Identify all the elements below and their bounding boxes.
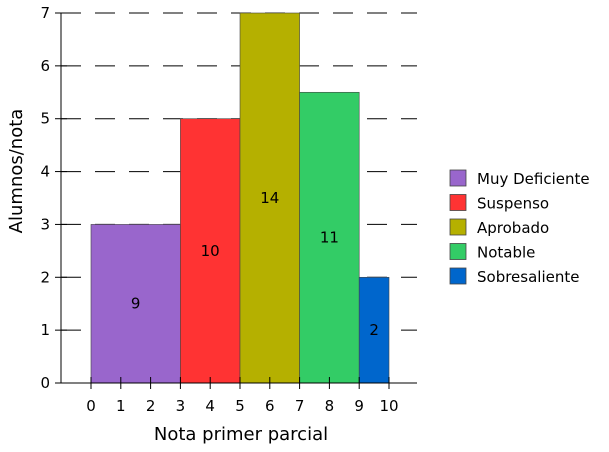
x-tick-label: 3 — [176, 397, 186, 415]
legend-label: Aprobado — [477, 219, 549, 237]
legend-label: Muy Deficiente — [477, 170, 590, 188]
y-tick-label: 6 — [40, 57, 50, 75]
bar-sobresaliente — [358, 276, 390, 384]
y-axis-title: Alumnos/nota — [6, 109, 27, 234]
y-tick-label: 5 — [40, 110, 50, 128]
y-tick-label: 3 — [40, 215, 50, 233]
bar-count-label: 14 — [260, 189, 279, 207]
bar-count-label: 9 — [131, 295, 141, 313]
y-tick-label: 0 — [40, 374, 50, 392]
x-tick-label: 2 — [146, 397, 156, 415]
y-tick-label: 4 — [40, 163, 50, 181]
legend: Muy Deficiente Suspenso Aprobado Notable Sob… — [449, 169, 590, 286]
y-tick-label: 1 — [40, 321, 50, 339]
bar-count-label: 10 — [201, 242, 220, 260]
legend-swatch — [449, 267, 467, 285]
x-tick-label: 9 — [354, 397, 364, 415]
bar-count-label: 11 — [320, 229, 339, 247]
legend-label: Suspenso — [477, 195, 549, 213]
x-tick-label: 7 — [295, 397, 305, 415]
legend-swatch — [449, 169, 467, 187]
x-tick-label: 10 — [379, 397, 398, 415]
bar-aprobado — [239, 12, 300, 384]
bar-notable — [299, 91, 360, 384]
bar-count-label: 2 — [369, 321, 379, 339]
bars: 9 10 14 11 2 — [90, 12, 390, 384]
legend-label: Notable — [477, 244, 535, 262]
y-tick-label: 2 — [40, 268, 50, 286]
legend-label: Sobresaliente — [477, 268, 579, 286]
x-tick-label: 8 — [325, 397, 335, 415]
x-tick-label: 0 — [86, 397, 96, 415]
bar-muy-deficiente — [90, 224, 181, 384]
legend-swatch — [449, 194, 467, 211]
x-tick-label: 5 — [235, 397, 245, 415]
legend-swatch — [449, 243, 467, 260]
axes — [55, 12, 417, 389]
legend-swatch — [449, 218, 467, 236]
x-tick-label: 6 — [265, 397, 275, 415]
y-tick-label: 7 — [40, 4, 50, 22]
x-axis-title: Nota primer parcial — [154, 424, 328, 445]
tick-labels: 0 1 2 3 4 5 6 7 0 1 2 3 4 5 6 7 8 9 10 — [40, 4, 398, 415]
x-tick-label: 1 — [116, 397, 126, 415]
x-tick-label: 4 — [205, 397, 215, 415]
